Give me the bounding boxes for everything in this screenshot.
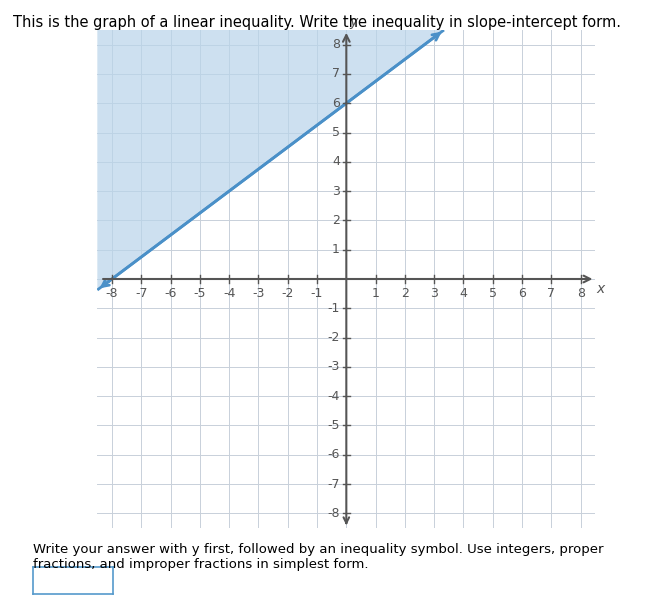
Text: 5: 5 — [332, 126, 340, 139]
Text: x: x — [597, 282, 605, 296]
Text: -8: -8 — [106, 287, 119, 300]
Text: 1: 1 — [372, 287, 380, 300]
Text: -3: -3 — [328, 361, 340, 373]
Text: 5: 5 — [489, 287, 497, 300]
Text: -4: -4 — [223, 287, 235, 300]
Text: -7: -7 — [135, 287, 147, 300]
Text: 1: 1 — [332, 243, 340, 256]
Text: -4: -4 — [328, 389, 340, 403]
Text: 4: 4 — [332, 155, 340, 169]
Polygon shape — [97, 30, 444, 290]
Text: -1: -1 — [311, 287, 323, 300]
Text: 6: 6 — [518, 287, 526, 300]
Text: 2: 2 — [332, 214, 340, 227]
Text: 8: 8 — [332, 38, 340, 51]
Text: 3: 3 — [430, 287, 438, 300]
Text: 8: 8 — [577, 287, 585, 300]
Text: 7: 7 — [547, 287, 555, 300]
Text: 3: 3 — [332, 185, 340, 197]
Text: -2: -2 — [282, 287, 294, 300]
Text: -2: -2 — [328, 331, 340, 344]
Text: y: y — [350, 14, 358, 29]
Text: -8: -8 — [328, 507, 340, 520]
Text: This is the graph of a linear inequality. Write the inequality in slope-intercep: This is the graph of a linear inequality… — [13, 15, 621, 30]
Text: 2: 2 — [401, 287, 409, 300]
Text: -3: -3 — [252, 287, 264, 300]
Text: Write your answer with y first, followed by an inequality symbol. Use integers, : Write your answer with y first, followed… — [33, 543, 604, 571]
Text: 6: 6 — [332, 97, 340, 110]
Text: -6: -6 — [165, 287, 176, 300]
Text: 4: 4 — [460, 287, 468, 300]
Text: -6: -6 — [328, 448, 340, 461]
Text: -1: -1 — [328, 302, 340, 315]
Text: -5: -5 — [328, 419, 340, 432]
Text: 7: 7 — [332, 67, 340, 80]
Text: -7: -7 — [328, 478, 340, 491]
Text: -5: -5 — [194, 287, 206, 300]
